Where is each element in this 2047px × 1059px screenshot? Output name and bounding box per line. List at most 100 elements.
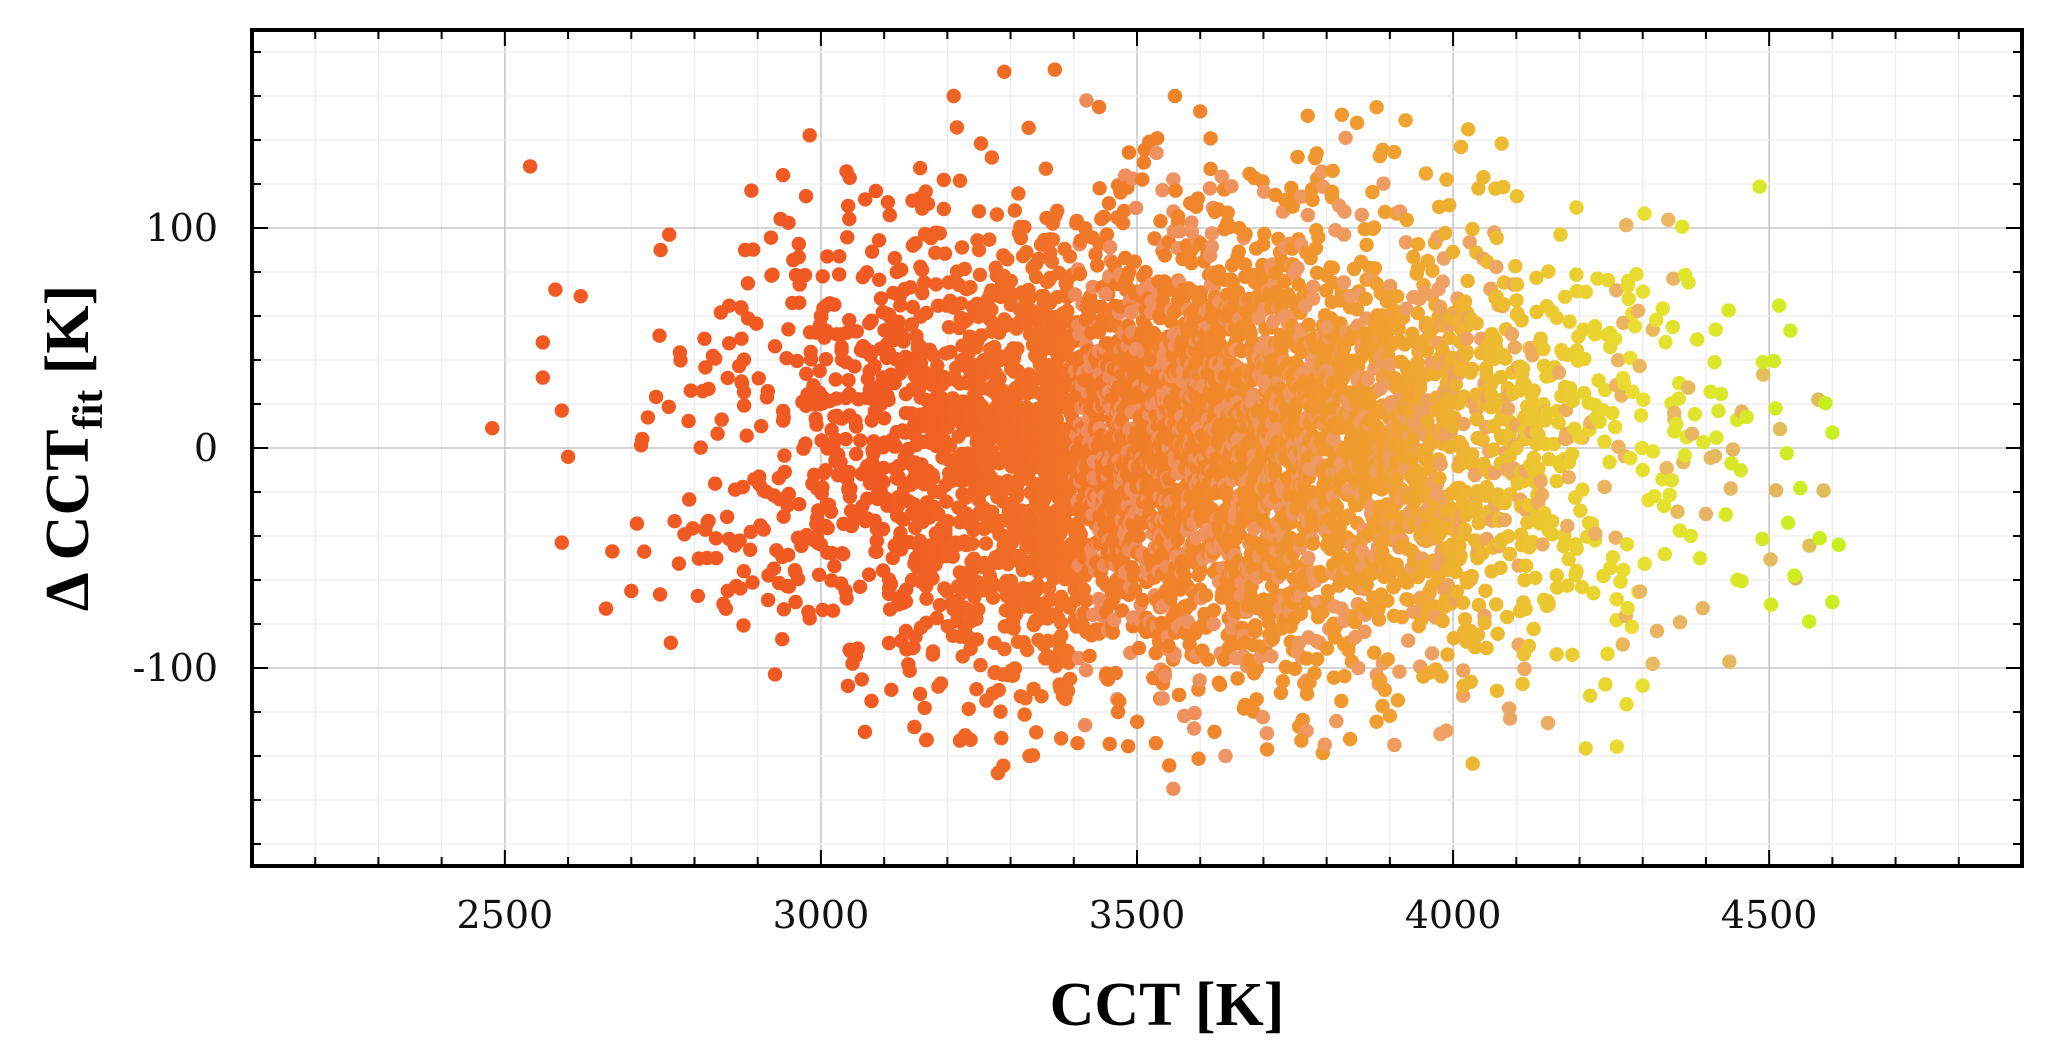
scatter-point: [1459, 344, 1474, 359]
scatter-point: [635, 431, 650, 447]
scatter-point: [1238, 226, 1253, 242]
scatter-point: [963, 280, 978, 295]
scatter-point: [1135, 592, 1150, 608]
scatter-point: [815, 269, 830, 284]
scatter-point: [1463, 674, 1479, 689]
scatter-point: [926, 470, 941, 486]
scatter-point: [776, 410, 791, 425]
scatter-point: [781, 486, 796, 502]
scatter-point: [823, 504, 839, 519]
scatter-point: [1127, 568, 1143, 584]
scatter-point: [1496, 297, 1511, 312]
scatter-point: [1121, 145, 1137, 160]
scatter-point: [760, 384, 775, 399]
scatter-point: [868, 183, 884, 199]
scatter-point: [1307, 666, 1322, 681]
scatter-point: [780, 498, 795, 513]
scatter-point: [1007, 661, 1023, 676]
scatter-point: [1138, 264, 1153, 280]
scatter-point: [1509, 277, 1525, 292]
scatter-point: [908, 236, 923, 251]
scatter-point: [959, 312, 975, 327]
scatter-point: [1342, 731, 1358, 747]
scatter-point: [1131, 640, 1147, 656]
scatter-point: [732, 533, 747, 548]
scatter-point: [1334, 107, 1350, 123]
scatter-point: [1050, 203, 1065, 218]
scatter-point: [777, 464, 792, 480]
scatter-point: [1202, 181, 1218, 196]
scatter-point: [918, 184, 933, 199]
scatter-point: [839, 591, 854, 606]
scatter-point: [1518, 601, 1533, 617]
scatter-point: [902, 663, 917, 678]
scatter-point: [698, 360, 713, 375]
scatter-point: [881, 392, 896, 408]
scatter-point: [972, 267, 988, 282]
scatter-point: [1162, 758, 1177, 773]
scatter-point: [848, 419, 864, 434]
scatter-point: [1062, 671, 1078, 687]
scatter-point: [928, 277, 944, 292]
scatter-point: [888, 438, 903, 454]
scatter-point: [880, 195, 896, 210]
scatter-point: [1507, 340, 1523, 355]
scatter-point: [965, 536, 980, 551]
scatter-point: [767, 667, 783, 682]
scatter-point: [733, 581, 748, 596]
scatter-point: [820, 249, 835, 264]
scatter-point: [736, 618, 751, 633]
scatter-point: [1369, 100, 1384, 115]
scatter-point: [833, 455, 848, 470]
scatter-point: [797, 268, 813, 283]
scatter-point: [825, 546, 840, 561]
scatter-point: [832, 249, 847, 264]
scatter-point: [1249, 692, 1264, 707]
scatter-point: [701, 513, 716, 529]
scatter-point: [673, 353, 688, 368]
scatter-point: [1509, 293, 1524, 308]
scatter-point: [1107, 612, 1122, 628]
scatter-point: [798, 189, 814, 204]
scatter-point: [718, 601, 734, 616]
scatter-point: [667, 514, 682, 529]
scatter-point: [809, 417, 824, 432]
scatter-point: [781, 322, 796, 337]
scatter-point: [1380, 593, 1395, 608]
scatter-point: [1399, 212, 1414, 228]
scatter-point: [754, 418, 769, 434]
scatter-point: [973, 136, 989, 151]
scatter-point: [937, 246, 953, 261]
scatter-point: [722, 298, 737, 313]
scatter-point: [1435, 613, 1450, 629]
scatter-point: [802, 611, 817, 626]
scatter-point: [683, 383, 698, 398]
scatter-point: [1013, 231, 1029, 246]
scatter-point: [893, 298, 908, 313]
scatter-point: [859, 265, 875, 280]
scatter-point: [751, 371, 766, 386]
scatter-point: [1172, 224, 1187, 239]
scatter-point: [1127, 254, 1143, 269]
scatter-point: [1275, 674, 1291, 689]
scatter-point: [1461, 122, 1476, 137]
scatter-point: [1518, 558, 1534, 573]
scatter-point: [954, 240, 970, 255]
scatter-point: [760, 592, 776, 608]
scatter-point: [1305, 192, 1320, 208]
scatter-point: [1017, 707, 1032, 722]
scatter-point: [820, 520, 835, 536]
scatter-point: [682, 492, 697, 507]
scatter-point: [939, 494, 954, 509]
scatter-point: [1380, 652, 1395, 667]
scatter-point: [1230, 671, 1245, 686]
scatter-point: [1203, 131, 1218, 146]
scatter-point: [749, 316, 764, 331]
scatter-point: [802, 128, 817, 143]
scatter-point: [1054, 615, 1069, 631]
scatter-point: [953, 296, 968, 311]
scatter-point: [1007, 203, 1022, 218]
scatter-point: [996, 758, 1011, 773]
scatter-point: [1494, 136, 1509, 151]
scatter-point: [891, 314, 906, 329]
